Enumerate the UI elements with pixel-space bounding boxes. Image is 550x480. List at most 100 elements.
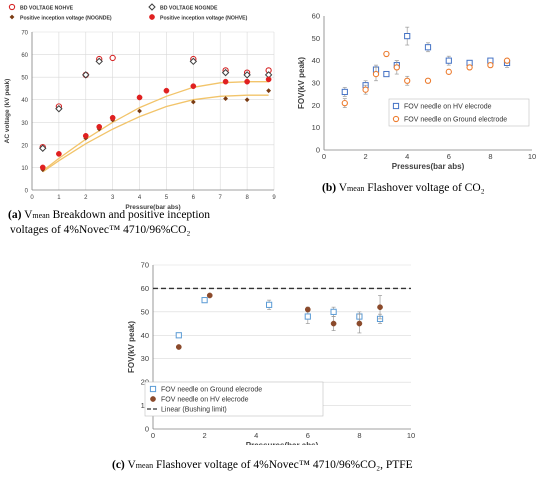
data-point-s1 xyxy=(404,77,411,84)
y-axis-label: FOV(kV peak) xyxy=(127,321,136,373)
y-axis-label: AC voltage (kV peak) xyxy=(4,79,11,144)
data-point-s2 xyxy=(137,108,142,114)
legend-label: FOV needle on Ground electrode xyxy=(404,117,507,124)
x-tick-label: 5 xyxy=(165,195,169,201)
data-point-s1 xyxy=(445,68,452,75)
y-tick-label: 20 xyxy=(21,143,28,149)
data-point-s1 xyxy=(424,77,432,84)
data-point-s1 xyxy=(372,70,380,78)
legend-symbol xyxy=(392,102,400,110)
data-point-s2 xyxy=(266,88,272,94)
data-point-s3 xyxy=(190,83,197,90)
x-tick-label: 8 xyxy=(245,195,249,201)
data-point-s1 xyxy=(377,304,383,311)
x-tick-label: 10 xyxy=(407,431,415,440)
data-point-s1 xyxy=(221,68,230,77)
trendline xyxy=(42,81,269,172)
data-point-s0 xyxy=(304,313,311,320)
x-tick-label: 6 xyxy=(306,431,310,440)
x-tick-label: 4 xyxy=(405,152,409,161)
data-point-s0 xyxy=(383,70,390,78)
y-tick-label: 0 xyxy=(316,146,320,155)
x-tick-label: 7 xyxy=(219,195,223,201)
x-axis-label: Pressures(bar abs) xyxy=(392,162,465,171)
x-axis-label: Pressure(bar abs) xyxy=(125,204,180,211)
data-point-s3 xyxy=(163,87,170,94)
x-tick-label: 2 xyxy=(364,152,368,161)
y-tick-label: 30 xyxy=(312,79,320,88)
data-point-s3 xyxy=(96,123,103,130)
x-tick-label: 4 xyxy=(254,431,258,440)
legend-label: BD VOLTAGE NOHVE xyxy=(20,6,74,12)
legend-symbol xyxy=(392,115,400,123)
y-tick-label: 50 xyxy=(141,307,149,316)
x-tick-label: 2 xyxy=(203,431,207,440)
legend-label: Linear (Bushing limit) xyxy=(161,407,227,414)
y-tick-label: 50 xyxy=(21,76,28,82)
y-tick-label: 40 xyxy=(21,98,28,104)
data-point-s1 xyxy=(95,57,103,66)
data-point-s1 xyxy=(362,86,369,93)
data-point-s1 xyxy=(189,57,198,66)
y-tick-label: 60 xyxy=(312,12,320,21)
y-axis-label: FOV(kV peak) xyxy=(297,57,306,109)
x-tick-label: 0 xyxy=(322,152,326,161)
data-point-s1 xyxy=(330,320,337,327)
data-point-s0 xyxy=(330,308,337,315)
data-point-s1 xyxy=(383,50,390,58)
data-point-s3 xyxy=(136,94,143,101)
legend-label: FOV needle on HV elecrode xyxy=(161,397,249,404)
data-point-s0 xyxy=(424,44,432,51)
data-point-s1 xyxy=(206,292,213,299)
y-tick-label: 10 xyxy=(21,166,28,172)
data-point-s0 xyxy=(445,57,452,64)
data-point-s0 xyxy=(404,33,411,40)
trendline xyxy=(42,94,269,173)
data-point-s2 xyxy=(223,96,228,101)
data-point-s0 xyxy=(201,297,208,304)
data-point-s1 xyxy=(55,105,63,113)
y-tick-label: 0 xyxy=(145,425,149,434)
legend-symbol xyxy=(8,3,16,11)
legend-symbol xyxy=(148,3,156,11)
data-point-s2 xyxy=(190,99,196,105)
x-tick-label: 0 xyxy=(30,195,34,201)
data-point-s1 xyxy=(393,64,400,71)
y-tick-label: 0 xyxy=(25,189,29,195)
data-point-s1 xyxy=(175,344,182,350)
data-point-s0 xyxy=(109,54,116,62)
data-point-s1 xyxy=(304,306,311,313)
data-point-s1 xyxy=(503,57,511,64)
x-tick-label: 6 xyxy=(447,152,451,161)
x-tick-label: 9 xyxy=(272,195,276,201)
y-tick-label: 40 xyxy=(141,331,149,340)
legend-symbol xyxy=(150,396,156,402)
y-tick-label: 60 xyxy=(21,53,28,59)
y-tick-label: 60 xyxy=(141,284,149,293)
data-point-s2 xyxy=(244,97,250,103)
legend-symbol xyxy=(149,14,155,20)
x-tick-label: 2 xyxy=(84,195,88,201)
data-point-s0 xyxy=(341,88,348,96)
data-point-s1 xyxy=(243,71,251,79)
data-point-s3 xyxy=(39,164,46,171)
data-point-s1 xyxy=(487,61,494,69)
data-point-s3 xyxy=(82,132,89,139)
legend-symbol xyxy=(149,385,157,393)
x-tick-label: 1 xyxy=(57,195,61,201)
data-point-s1 xyxy=(356,320,363,327)
x-tick-label: 6 xyxy=(192,195,196,201)
legend-label: Positive inception voltage (NOGNDE) xyxy=(20,16,112,22)
y-tick-label: 10 xyxy=(312,123,320,132)
chart-b: 0 2 4 6 8 10 0 10 20 30 40 50 60 Pressures(bar abs) FO… xyxy=(297,12,536,172)
legend-label: FOV needle on Ground elecrode xyxy=(161,387,262,394)
legend-box xyxy=(388,98,530,127)
legend-label: Positive inception voltage (NOHVE) xyxy=(160,16,248,22)
data-point-s3 xyxy=(244,78,250,85)
data-point-s0 xyxy=(266,301,273,308)
data-point-s3 xyxy=(109,114,116,121)
data-point-s1 xyxy=(341,99,348,107)
x-tick-label: 10 xyxy=(528,152,536,161)
legend-symbol xyxy=(9,14,15,20)
data-point-s3 xyxy=(222,78,229,85)
